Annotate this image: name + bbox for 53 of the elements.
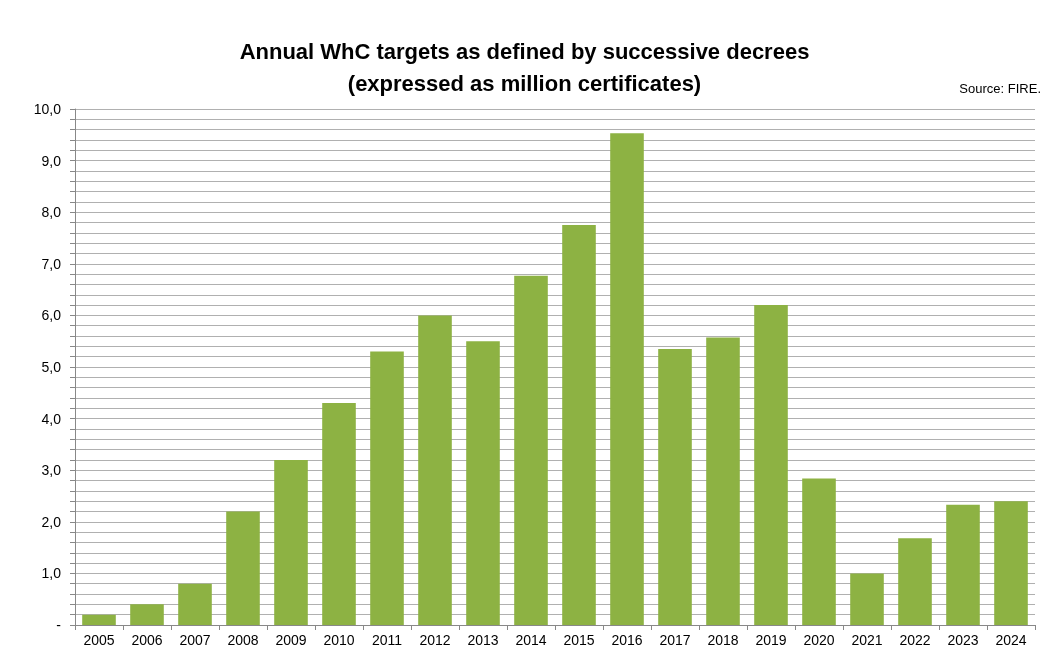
x-tick-label: 2012 — [419, 632, 451, 648]
y-tick-label: - — [56, 617, 62, 633]
x-tick-label: 2024 — [995, 632, 1027, 648]
x-tick-label: 2007 — [179, 632, 211, 648]
bar — [850, 573, 884, 625]
x-tick-label: 2009 — [275, 632, 307, 648]
bar — [754, 305, 788, 625]
y-tick-label: 9,0 — [41, 152, 62, 169]
x-tick-label: 2006 — [131, 632, 163, 648]
bar — [802, 478, 836, 625]
x-tick-label: 2019 — [755, 632, 787, 648]
bar — [898, 538, 932, 625]
bar — [562, 225, 596, 625]
bar — [466, 341, 500, 625]
x-tick-label: 2020 — [803, 632, 835, 648]
bar — [82, 614, 116, 625]
bar — [610, 133, 644, 625]
x-tick-label: 2010 — [323, 632, 355, 648]
bar — [226, 511, 260, 625]
bar — [706, 337, 740, 625]
x-tick-label: 2005 — [83, 632, 115, 648]
y-tick-label: 3,0 — [41, 462, 62, 479]
bar — [178, 583, 212, 625]
bar — [130, 604, 164, 625]
y-tick-label: 7,0 — [41, 255, 62, 272]
bar — [994, 501, 1028, 625]
x-tick-label: 2023 — [947, 632, 979, 648]
y-tick-label: 4,0 — [41, 410, 62, 427]
y-tick-label: 5,0 — [41, 359, 62, 375]
x-tick-label: 2018 — [707, 632, 739, 648]
y-tick-label: 6,0 — [41, 307, 62, 324]
x-tick-label: 2014 — [515, 632, 547, 648]
x-tick-label: 2016 — [611, 632, 643, 648]
y-tick-label: 1,0 — [41, 565, 62, 582]
x-tick-label: 2022 — [899, 632, 931, 648]
bar — [322, 403, 356, 625]
bar — [370, 351, 404, 625]
x-tick-label: 2021 — [851, 632, 883, 648]
y-tick-label: 10,0 — [33, 101, 62, 117]
y-tick-label: 8,0 — [41, 204, 62, 221]
y-tick-label: 2,0 — [41, 513, 62, 530]
source-note: Source: FIRE. — [959, 81, 1041, 96]
bar — [418, 315, 452, 625]
bar — [658, 348, 692, 625]
x-tick-label: 2011 — [371, 632, 403, 648]
x-tick-label: 2017 — [659, 632, 691, 648]
x-tick-label: 2013 — [467, 632, 499, 648]
bar — [514, 275, 548, 625]
bar — [274, 459, 308, 625]
chart-title: Annual WhC targets as defined by successive decrees (expressed as million certificates) — [239, 38, 810, 96]
x-tick-label: 2008 — [227, 632, 259, 648]
bar — [946, 504, 980, 625]
x-tick-label: 2015 — [563, 632, 595, 648]
